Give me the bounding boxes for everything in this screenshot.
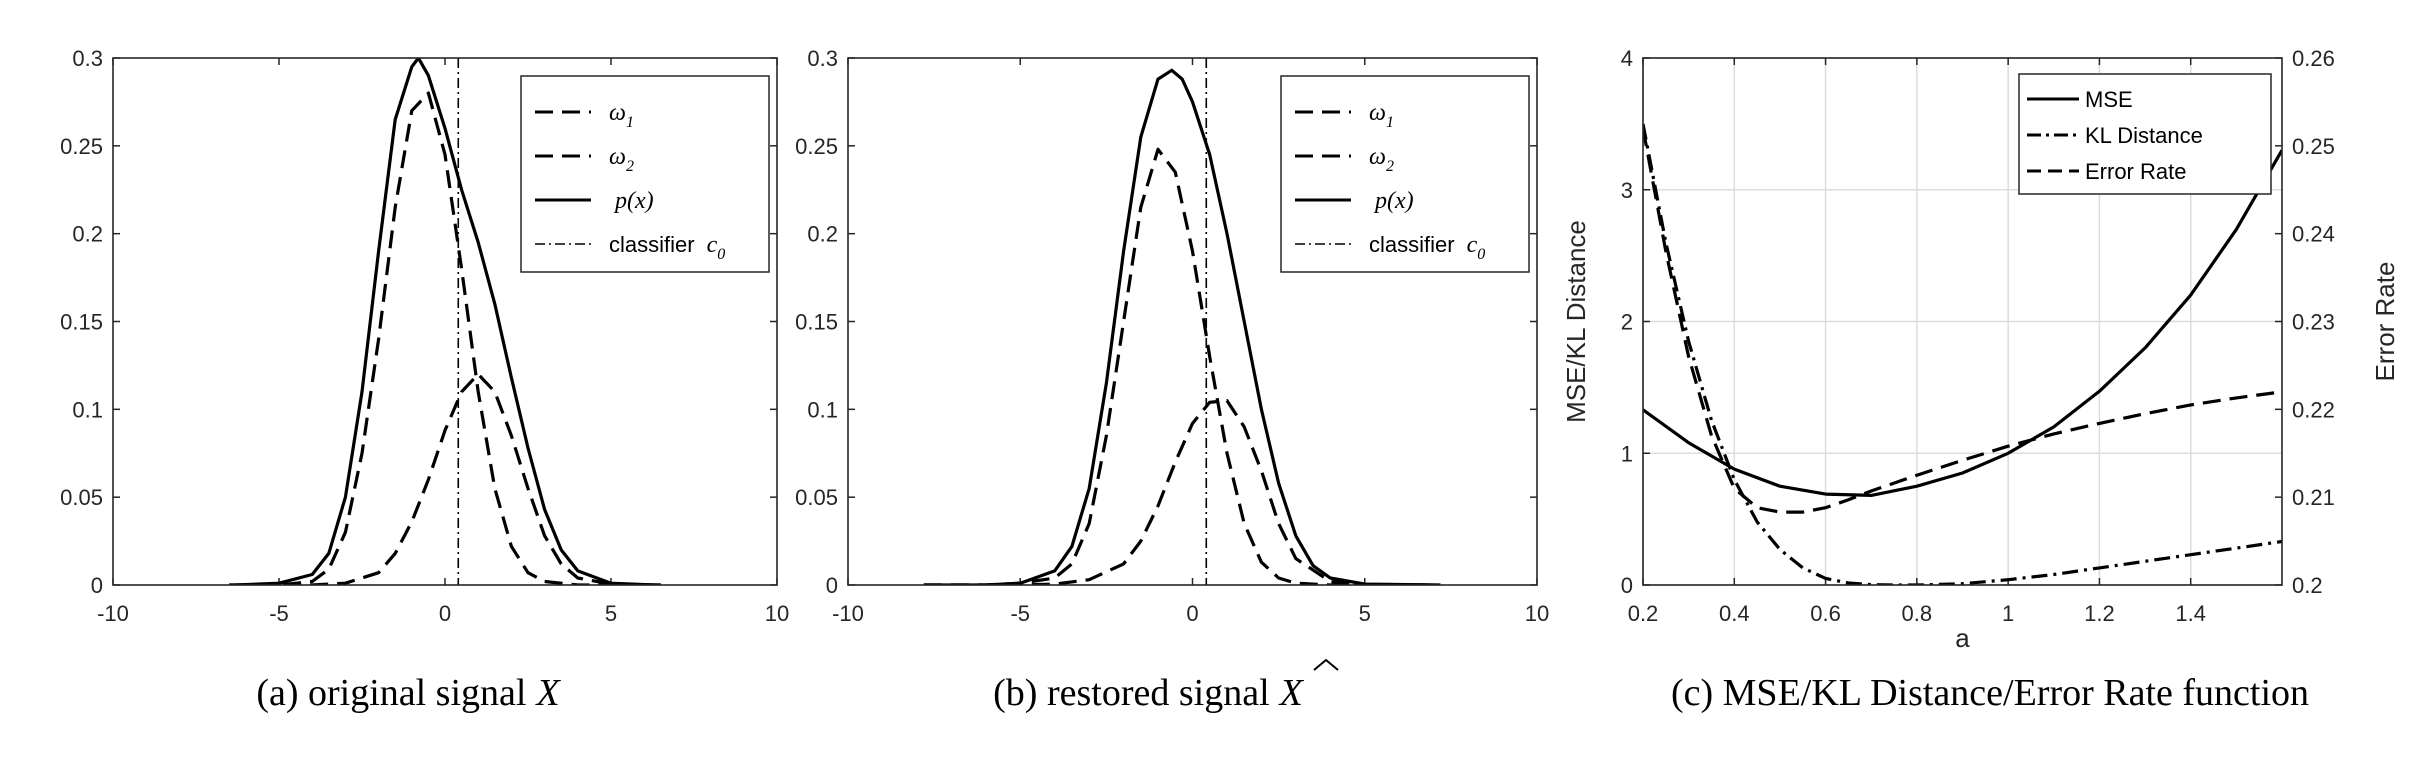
legend-label: KL Distance: [2085, 123, 2203, 148]
x-tick-label: 10: [765, 601, 789, 626]
series-1: [923, 147, 1434, 585]
y-tick-label: 0: [826, 573, 838, 598]
legend-label: p(x): [1373, 188, 1414, 214]
y-tick-label: 0.1: [72, 397, 103, 422]
x-tick-label: 0.4: [1719, 601, 1750, 626]
panel-a-original-signal: -10 -5 0 5 10 0 0.05 0.1 0.15 0.2 0.25 0.3 ω1 ω2 p(x) c…: [60, 46, 789, 714]
axes-frame: [112, 57, 778, 586]
x-tick-label: 0.8: [1902, 601, 1933, 626]
x-tick-label: 1: [2002, 601, 2014, 626]
y-tick-label: 0.15: [60, 310, 103, 335]
y-tick-label: 0.1: [807, 397, 838, 422]
x-tick-label: 5: [1359, 601, 1371, 626]
y-axis-label: MSE/KL Distance: [1561, 220, 1591, 423]
series-3: [235, 58, 655, 585]
panel-caption: (a) original signal X: [256, 672, 561, 714]
panel-b-restored-signal: -10 -5 0 5 10 0 0.05 0.1 0.15 0.2 0.25 0.3 ω1 ω2 p(x) c…: [795, 46, 1549, 714]
y-tick-label: 0: [91, 573, 103, 598]
x-tick-label: -10: [97, 601, 129, 626]
y-tick-label: 0.2: [72, 222, 103, 247]
panel-caption: (b) restored signal X: [993, 672, 1304, 714]
series-2: [229, 372, 661, 585]
y2-tick-label: 0.22: [2292, 397, 2335, 422]
caption-hat-accent: [1313, 658, 1339, 671]
y2-tick-label: 0.24: [2292, 222, 2335, 247]
panel-caption: (c) MSE/KL Distance/Error Rate function: [1671, 672, 2309, 714]
y-tick-label: 3: [1621, 178, 1633, 203]
y-tick-label: 1: [1621, 441, 1633, 466]
x-tick-label: -5: [269, 601, 289, 626]
y-tick-label: 0.05: [795, 485, 838, 510]
y2-tick-label: 0.23: [2292, 310, 2335, 335]
series-2: [923, 399, 1434, 585]
x-tick-label: 0: [439, 601, 451, 626]
y2-tick-label: 0.21: [2292, 485, 2335, 510]
y-tick-label: 0.25: [795, 134, 838, 159]
x-tick-label: 1.4: [2175, 601, 2206, 626]
x-tick-label: -10: [832, 601, 864, 626]
legend-label: classifier c0: [1369, 232, 1485, 263]
x-tick-label: 0.2: [1628, 601, 1659, 626]
legend-label: Error Rate: [2085, 159, 2186, 184]
y-tick-label: 2: [1621, 310, 1633, 335]
legend: ω1 ω2 p(x) classifier c0: [1280, 75, 1530, 273]
legend-label: classifier c0: [609, 232, 725, 263]
legend-label: ω1: [609, 100, 634, 131]
y-tick-label: 4: [1621, 46, 1633, 71]
legend-label: MSE: [2085, 87, 2133, 112]
y2-tick-label: 0.26: [2292, 46, 2335, 71]
y-tick-label: 0.3: [72, 46, 103, 71]
legend-label: ω2: [1369, 144, 1394, 175]
y2-tick-label: 0.2: [2292, 573, 2323, 598]
legend-box: [520, 75, 770, 273]
y-tick-label: 0.05: [60, 485, 103, 510]
series-error-rate: [1643, 128, 2282, 514]
y-tick-label: 0.15: [795, 310, 838, 335]
x-tick-label: 0.6: [1810, 601, 1841, 626]
legend-box: [1280, 75, 1530, 273]
legend: ω1 ω2 p(x) classifier c0: [520, 75, 770, 273]
axes-frame: [1642, 57, 2283, 586]
series-3: [923, 68, 1441, 585]
legend: MSE KL Distance Error Rate: [2018, 73, 2272, 195]
x-tick-label: -5: [1010, 601, 1030, 626]
y-tick-label: 0.3: [807, 46, 838, 71]
y-tick-label: 0: [1621, 573, 1633, 598]
x-tick-label: 5: [605, 601, 617, 626]
series-kl-distance: [1643, 123, 2282, 585]
panel-c-mse-kl-error-rate: 0.2 0.4 0.6 0.8 1 1.2 1.4 0 1 2 3 4 0.2 0.21 0.22 0.23 0…: [1561, 46, 2400, 714]
y2-axis-label: Error Rate: [2370, 262, 2400, 382]
series-mse: [1643, 149, 2282, 497]
x-axis-label: a: [1955, 623, 1970, 653]
axes-frame: [847, 57, 1538, 586]
x-tick-label: 10: [1525, 601, 1549, 626]
legend-label: ω2: [609, 144, 634, 175]
series-1: [229, 91, 661, 585]
x-tick-label: 1.2: [2084, 601, 2115, 626]
y-tick-label: 0.2: [807, 222, 838, 247]
y-tick-label: 0.25: [60, 134, 103, 159]
legend-label: ω1: [1369, 100, 1394, 131]
legend-label: p(x): [613, 188, 654, 214]
x-tick-label: 0: [1186, 601, 1198, 626]
y2-tick-label: 0.25: [2292, 134, 2335, 159]
